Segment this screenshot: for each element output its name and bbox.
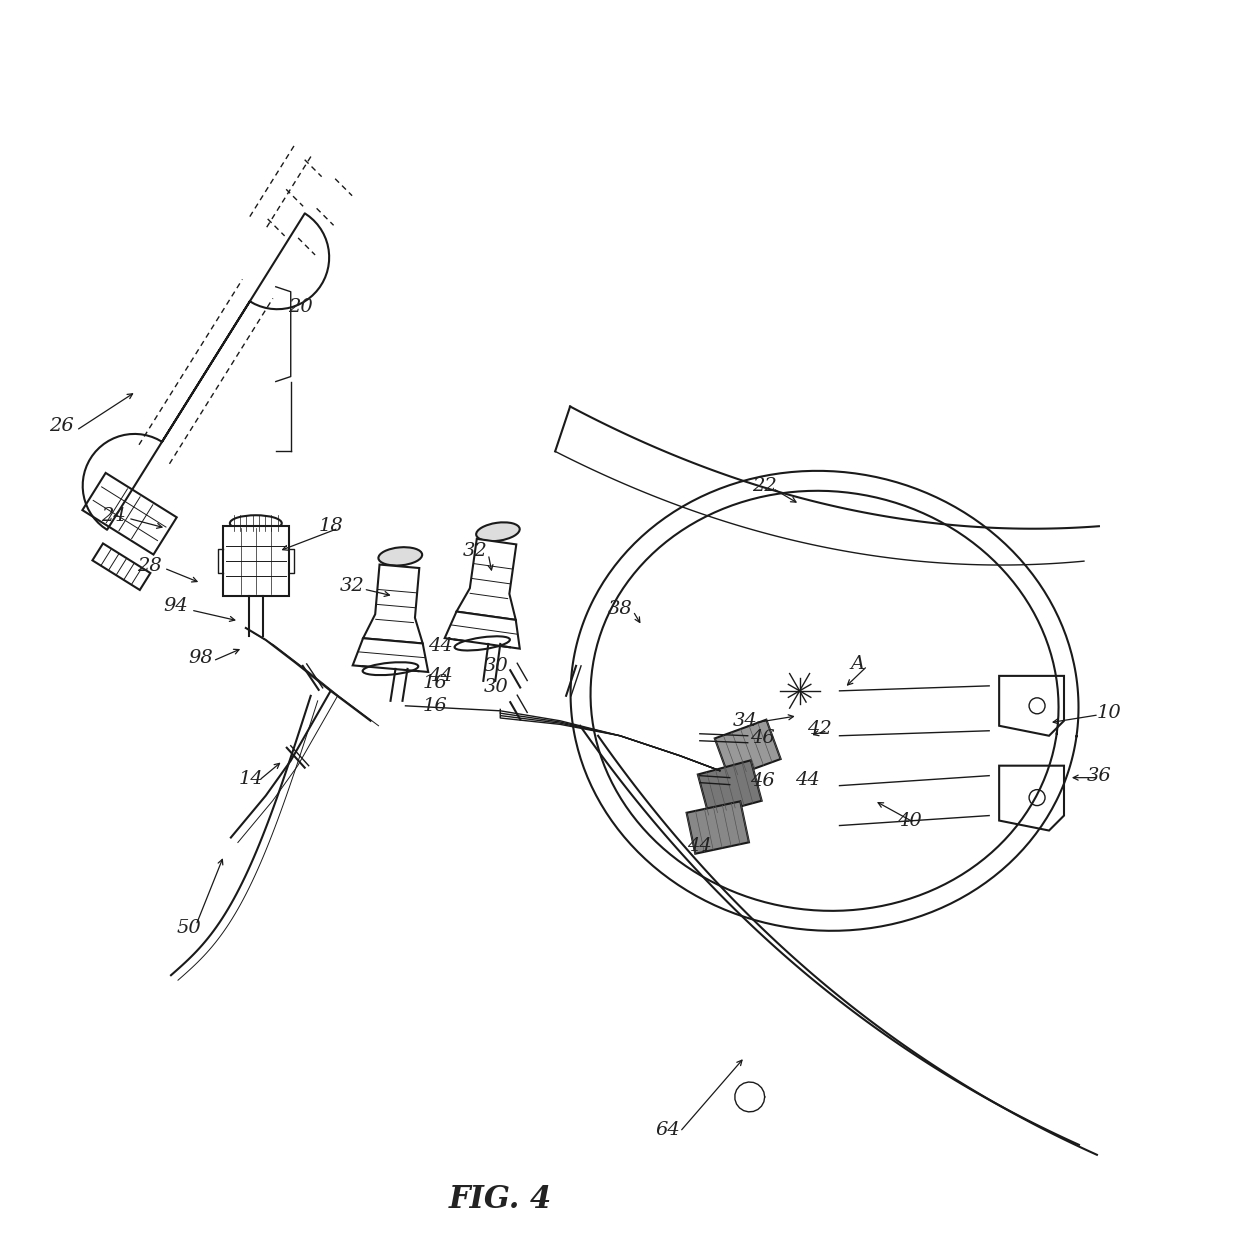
Text: 98: 98	[188, 649, 213, 667]
Text: 94: 94	[164, 597, 188, 616]
Text: 24: 24	[100, 507, 125, 526]
Text: A: A	[851, 655, 864, 673]
Text: 44: 44	[687, 836, 712, 855]
Polygon shape	[698, 760, 761, 815]
Text: 42: 42	[807, 720, 832, 738]
Text: 28: 28	[136, 557, 161, 576]
Polygon shape	[352, 638, 428, 672]
Text: 20: 20	[289, 298, 312, 315]
Text: 26: 26	[48, 417, 73, 435]
Text: 44: 44	[428, 637, 453, 655]
Ellipse shape	[378, 547, 422, 566]
Ellipse shape	[1029, 698, 1045, 714]
Polygon shape	[714, 720, 781, 778]
Text: 64: 64	[656, 1121, 681, 1139]
Text: 30: 30	[484, 657, 508, 675]
Text: 34: 34	[733, 711, 758, 730]
Text: 14: 14	[238, 770, 263, 787]
Text: 46: 46	[750, 729, 775, 746]
Polygon shape	[93, 543, 150, 589]
Text: 18: 18	[319, 517, 343, 536]
Text: 16: 16	[423, 674, 448, 692]
Polygon shape	[999, 766, 1064, 831]
Polygon shape	[687, 801, 749, 854]
Text: 40: 40	[897, 811, 921, 830]
Text: 36: 36	[1086, 766, 1111, 785]
Ellipse shape	[229, 516, 281, 531]
Ellipse shape	[476, 522, 520, 541]
Text: 32: 32	[463, 542, 487, 561]
Polygon shape	[82, 473, 177, 554]
Text: 32: 32	[340, 577, 365, 596]
Ellipse shape	[455, 637, 510, 650]
Text: 46: 46	[750, 771, 775, 790]
Ellipse shape	[362, 662, 418, 675]
Polygon shape	[999, 675, 1064, 735]
Text: 44: 44	[795, 770, 820, 789]
Polygon shape	[456, 538, 516, 621]
Text: 16: 16	[423, 697, 448, 715]
Text: FIG. 4: FIG. 4	[449, 1184, 552, 1215]
Polygon shape	[363, 564, 423, 643]
Polygon shape	[445, 612, 520, 649]
Text: 38: 38	[608, 601, 632, 618]
Polygon shape	[223, 526, 289, 596]
Ellipse shape	[1029, 790, 1045, 806]
Text: 10: 10	[1096, 704, 1121, 721]
Text: 30: 30	[484, 678, 508, 695]
Text: 50: 50	[176, 920, 201, 937]
Text: 22: 22	[753, 477, 777, 496]
Text: 44: 44	[428, 667, 453, 685]
